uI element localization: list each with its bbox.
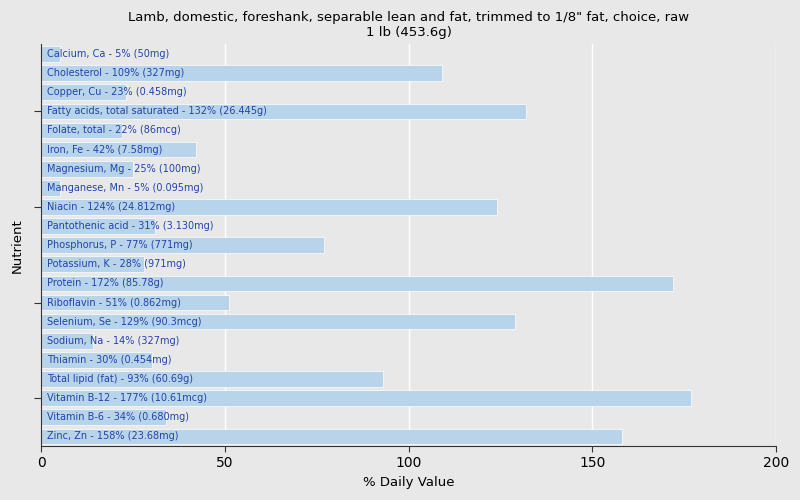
Bar xyxy=(42,84,126,100)
Text: Total lipid (fat) - 93% (60.69g): Total lipid (fat) - 93% (60.69g) xyxy=(47,374,193,384)
Bar xyxy=(42,371,383,387)
Bar xyxy=(42,161,134,176)
Text: Phosphorus, P - 77% (771mg): Phosphorus, P - 77% (771mg) xyxy=(47,240,193,250)
Text: Manganese, Mn - 5% (0.095mg): Manganese, Mn - 5% (0.095mg) xyxy=(47,183,203,193)
Text: Magnesium, Mg - 25% (100mg): Magnesium, Mg - 25% (100mg) xyxy=(47,164,201,173)
Title: Lamb, domestic, foreshank, separable lean and fat, trimmed to 1/8" fat, choice, : Lamb, domestic, foreshank, separable lea… xyxy=(128,11,689,39)
Text: Potassium, K - 28% (971mg): Potassium, K - 28% (971mg) xyxy=(47,260,186,270)
Bar xyxy=(42,333,93,348)
Text: Thiamin - 30% (0.454mg): Thiamin - 30% (0.454mg) xyxy=(47,355,171,365)
Text: Pantothenic acid - 31% (3.130mg): Pantothenic acid - 31% (3.130mg) xyxy=(47,221,214,231)
Bar xyxy=(42,428,622,444)
Text: Zinc, Zn - 158% (23.68mg): Zinc, Zn - 158% (23.68mg) xyxy=(47,432,178,442)
Bar xyxy=(42,46,60,62)
Text: Iron, Fe - 42% (7.58mg): Iron, Fe - 42% (7.58mg) xyxy=(47,144,162,154)
Bar xyxy=(42,256,144,272)
Y-axis label: Nutrient: Nutrient xyxy=(11,218,24,272)
Bar xyxy=(42,122,122,138)
Bar xyxy=(42,352,152,368)
Bar xyxy=(42,199,497,215)
Text: Fatty acids, total saturated - 132% (26.445g): Fatty acids, total saturated - 132% (26.… xyxy=(47,106,267,117)
Text: Folate, total - 22% (86mcg): Folate, total - 22% (86mcg) xyxy=(47,126,181,136)
Text: Cholesterol - 109% (327mg): Cholesterol - 109% (327mg) xyxy=(47,68,184,78)
Text: Copper, Cu - 23% (0.458mg): Copper, Cu - 23% (0.458mg) xyxy=(47,87,186,97)
Text: Sodium, Na - 14% (327mg): Sodium, Na - 14% (327mg) xyxy=(47,336,179,346)
Text: Niacin - 124% (24.812mg): Niacin - 124% (24.812mg) xyxy=(47,202,175,212)
Text: Vitamin B-12 - 177% (10.61mcg): Vitamin B-12 - 177% (10.61mcg) xyxy=(47,393,207,403)
Bar xyxy=(42,390,691,406)
Bar xyxy=(42,294,229,310)
X-axis label: % Daily Value: % Daily Value xyxy=(363,476,454,489)
Bar xyxy=(42,238,324,253)
Text: Vitamin B-6 - 34% (0.680mg): Vitamin B-6 - 34% (0.680mg) xyxy=(47,412,189,422)
Bar xyxy=(42,66,442,81)
Bar xyxy=(42,142,196,158)
Text: Protein - 172% (85.78g): Protein - 172% (85.78g) xyxy=(47,278,163,288)
Text: Selenium, Se - 129% (90.3mcg): Selenium, Se - 129% (90.3mcg) xyxy=(47,316,202,326)
Bar xyxy=(42,276,673,291)
Bar xyxy=(42,104,526,119)
Bar xyxy=(42,180,60,196)
Text: Calcium, Ca - 5% (50mg): Calcium, Ca - 5% (50mg) xyxy=(47,49,170,59)
Bar xyxy=(42,218,155,234)
Text: Riboflavin - 51% (0.862mg): Riboflavin - 51% (0.862mg) xyxy=(47,298,181,308)
Bar xyxy=(42,410,166,425)
Bar xyxy=(42,314,515,330)
